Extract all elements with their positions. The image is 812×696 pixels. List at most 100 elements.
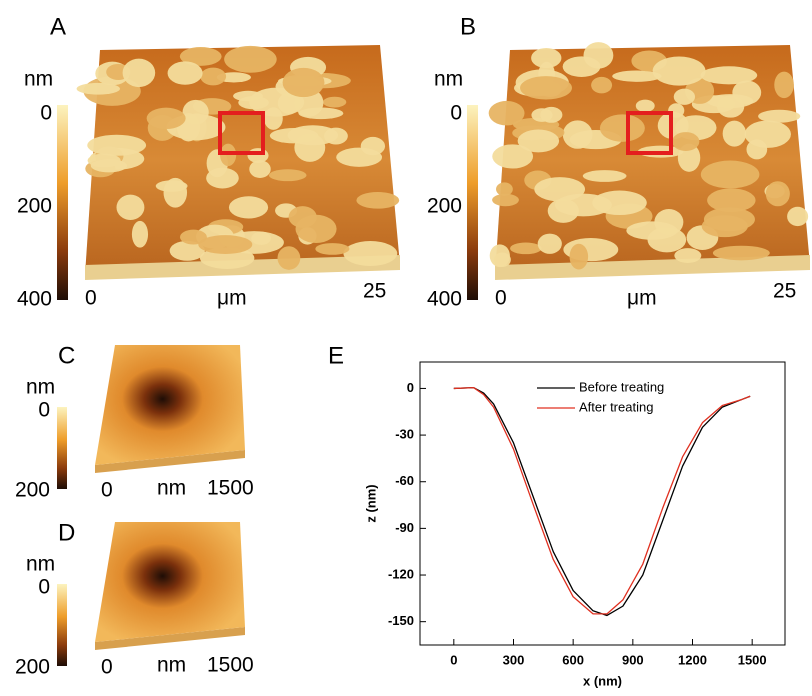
axis-label: μm (217, 287, 247, 310)
afm-plateau (179, 229, 207, 245)
afm-plateau (146, 107, 186, 130)
colorbar-label: 200 (15, 479, 50, 502)
afm-base (95, 627, 245, 650)
afm-plateau (198, 235, 253, 254)
x-tick-label: 0 (450, 652, 457, 667)
afm-plateau (264, 107, 283, 130)
y-tick-label: -90 (395, 520, 414, 535)
axis-label: 1500 (207, 654, 254, 677)
afm-base (95, 450, 245, 473)
afm-plateau (488, 100, 525, 126)
afm-plateau (116, 194, 145, 220)
data-line (453, 387, 751, 615)
axis-label: 1500 (207, 477, 254, 500)
selection-box (626, 111, 673, 155)
axis-label: 25 (773, 280, 796, 303)
afm-plateau (744, 120, 791, 148)
afm-plateau (599, 114, 645, 142)
panel-label: C (58, 342, 75, 369)
afm-plateau (87, 134, 147, 156)
panel-label: A (50, 13, 66, 40)
plot-frame (419, 361, 786, 646)
y-tick-label: 0 (407, 380, 414, 395)
afm-plateau (520, 76, 572, 100)
afm-plateau (635, 99, 655, 113)
colorbar-label: 200 (17, 195, 52, 218)
axis-label: 0 (495, 287, 507, 310)
afm-plateau (591, 76, 613, 94)
afm-plateau (76, 82, 121, 95)
y-tick-label: -120 (388, 566, 414, 581)
afm-base (495, 255, 810, 280)
afm-plateau (356, 191, 400, 209)
axis-label: 0 (101, 656, 113, 679)
afm-plateau (251, 231, 272, 245)
colorbar-unit: nm (26, 376, 55, 399)
afm-base (85, 255, 400, 280)
afm-plateau (703, 207, 755, 232)
afm-plateau (774, 71, 794, 99)
x-tick-label: 1500 (738, 652, 767, 667)
afm-plateau (562, 120, 593, 149)
afm-plateau (758, 109, 801, 123)
afm-surface (95, 522, 245, 642)
afm-plateau (249, 87, 305, 117)
x-tick-label: 600 (562, 652, 584, 667)
afm-plateau (200, 67, 227, 86)
afm-plateau (179, 47, 222, 66)
afm-plateau (787, 206, 809, 227)
afm-plateau (673, 88, 696, 105)
colorbar (57, 584, 67, 666)
afm-plateau (489, 244, 510, 268)
afm-plateau (517, 129, 560, 153)
colorbar-unit: nm (434, 68, 463, 91)
axis-label: 0 (85, 287, 97, 310)
afm-plateau (732, 80, 762, 105)
afm-plateau (322, 96, 347, 108)
afm-plateau (712, 245, 770, 261)
axis-label: 0 (101, 479, 113, 502)
colorbar-label: 0 (450, 102, 462, 125)
afm-plateau (324, 127, 348, 145)
afm-plateau (569, 243, 589, 270)
colorbar-label: 200 (427, 195, 462, 218)
afm-plateau (169, 240, 205, 261)
x-tick-label: 1200 (678, 652, 707, 667)
colorbar-label: 0 (38, 399, 50, 422)
afm-plateau (282, 67, 325, 98)
afm-plateau (343, 241, 398, 266)
afm-plateau (674, 248, 702, 263)
afm-plateau (287, 125, 339, 146)
legend-label: After treating (579, 399, 653, 414)
panel-label: D (58, 519, 75, 546)
afm-plateau (583, 42, 614, 69)
afm-plateau (626, 221, 678, 240)
colorbar-label: 0 (40, 102, 52, 125)
afm-plateau (540, 106, 563, 123)
colorbar-label: 400 (427, 288, 462, 311)
afm-plateau (228, 196, 269, 219)
axis-label: nm (157, 654, 186, 677)
afm-plateau (582, 170, 627, 182)
y-tick-label: -150 (388, 613, 414, 628)
afm-plateau (554, 193, 612, 217)
axis-label: nm (157, 477, 186, 500)
legend-label: Before treating (579, 379, 664, 394)
x-axis-title: x (nm) (583, 673, 622, 688)
afm-plateau (531, 47, 562, 69)
x-tick-label: 900 (622, 652, 644, 667)
afm-plateau (492, 144, 534, 169)
afm-plateau (131, 220, 149, 248)
y-axis-title: z (nm) (363, 484, 378, 522)
axis-label: 25 (363, 280, 386, 303)
selection-box (218, 111, 265, 155)
colorbar-unit: nm (26, 553, 55, 576)
afm-plateau (249, 160, 271, 178)
afm-plateau (167, 61, 203, 85)
x-tick-label: 300 (503, 652, 525, 667)
afm-plateau (700, 160, 760, 189)
afm-plateau (492, 193, 519, 207)
